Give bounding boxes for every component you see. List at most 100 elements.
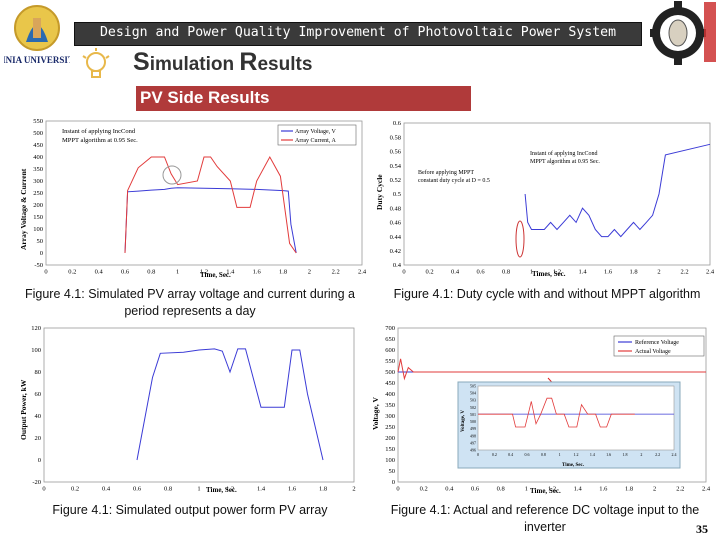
chart3-xtick: 0.6 [133, 486, 142, 493]
chart4-xtick: 1.6 [599, 486, 608, 493]
chart4-ylabel: Voltage, V [371, 396, 380, 430]
section-header-bar [136, 86, 471, 111]
chart4-xtick: 0.6 [471, 486, 480, 493]
chart4-xtick: 0.4 [445, 486, 454, 493]
chart1-ytick: 50 [37, 238, 44, 245]
chart3-xtick: 1 [197, 486, 200, 493]
chart4-legend-reference: Reference Voltage [635, 339, 679, 346]
chart4-xtick: 0 [396, 486, 399, 493]
chart2-xtick: 2 [657, 269, 660, 276]
chart4-inset-xlabel: Time, Sec. [562, 463, 585, 468]
chart4-inset-xtick: 1.4 [590, 452, 595, 457]
chart4-inset-xtick: 0.6 [525, 452, 530, 457]
chart2-annotation-a-line2: MPPT algorithm at 0.95 Sec. [530, 159, 600, 165]
chart3-ytick: 40 [35, 413, 42, 420]
chart4-inset-ytick: 503 [470, 398, 476, 403]
chart1-ytick: 300 [33, 178, 43, 185]
chart1-xtick: 1.8 [279, 269, 287, 276]
chart2-ytick: 0.48 [390, 205, 401, 212]
chart1-xtick: 0.2 [68, 269, 76, 276]
chart1-ytick: 100 [33, 226, 43, 233]
chart4-xtick: 1 [525, 486, 528, 493]
chart4-xtick: 2.4 [702, 486, 711, 493]
chart1-axes [45, 120, 363, 266]
title-banner [74, 22, 642, 46]
chart3-xtick: 2 [352, 486, 355, 493]
presentation-title: Design and Power Quality Improvement of … [99, 25, 617, 40]
chart2-xtick: 0 [402, 269, 405, 276]
chart4-inset-xtick: 0.2 [492, 452, 497, 457]
chart2-xtick: 0.6 [476, 269, 485, 276]
chart4-xtick: 1.8 [625, 486, 633, 493]
chart4-inset-xtick: 1.6 [606, 452, 611, 457]
chart2-xtick: 1.2 [553, 269, 561, 276]
chart3-xtick: 0 [42, 486, 45, 493]
chart1-ytick: 450 [33, 142, 43, 149]
chart1-xtick: 0 [44, 269, 47, 276]
chart-pv-voltage-current: 0 0.2 0.4 0.6 0.8 1 1.2 1.4 1.6 1.8 2 2.2 2.4-500501… [19, 118, 367, 279]
chart1-annotation-line1: Instant of applying IncCond [62, 128, 136, 135]
chart1-xtick: 0.6 [121, 269, 130, 276]
chart1-xtick: 0.8 [147, 269, 155, 276]
chart2-annotation-a-line1: Instant of applying IncCond [530, 150, 598, 157]
slide-subtitle: Simulation Results [133, 48, 312, 77]
chart2-ytick: 0.42 [390, 248, 401, 255]
chart4-inset-xtick: 1.8 [623, 452, 628, 457]
page-number: 35 [696, 522, 708, 536]
chart4-xtick: 0.8 [497, 486, 505, 493]
figure2-caption: Figure 4.1: Duty cycle with and without … [393, 287, 701, 301]
chart2-xtick: 1 [530, 269, 533, 276]
chart3-xlabel: Time, Sec. [206, 486, 237, 494]
chart4-inset-ytick: 499 [470, 426, 476, 431]
subtitle-initial-r: R [239, 48, 258, 76]
chart4-ytick: 700 [385, 325, 395, 332]
chart4-xtick: 0.2 [420, 486, 428, 493]
chart3-xtick: 1.2 [226, 486, 234, 493]
chart2-xtick: 0.2 [425, 269, 433, 276]
chart2-annotation-b-line1: Before applying MPPT [418, 169, 474, 176]
chart1-ytick: 550 [33, 118, 43, 125]
chart4-ytick: 650 [385, 336, 395, 343]
chart4-inset-xtick: 0 [477, 452, 479, 457]
chart1-xtick: 1.4 [226, 269, 235, 276]
chart4-xtick: 1.4 [574, 486, 583, 493]
chart4-ytick: 600 [385, 347, 395, 354]
chart1-xtick: 0.4 [95, 269, 104, 276]
chart2-annotation-b-line2: constant duty cycle at D = 0.5 [418, 178, 490, 184]
chart4-inset-xtick: 1 [559, 452, 561, 457]
university-logo: MINIA UNIVERSITY [0, 2, 81, 68]
chart3-ytick: 20 [35, 435, 42, 442]
chart1-ytick: 0 [40, 250, 43, 257]
chart3-ytick: 80 [35, 369, 42, 376]
chart4-inset-xtick: 2.2 [655, 452, 660, 457]
chart4-xlabel: Time, Sec. [530, 487, 561, 495]
chart2-ytick: 0.58 [390, 134, 401, 141]
subtitle-word-1: imulation [149, 54, 240, 75]
chart1-xtick: 2.4 [358, 269, 367, 276]
chart1-xtick: 2.2 [332, 269, 340, 276]
chart4-ytick: 450 [385, 380, 395, 387]
chart1-ytick: 150 [33, 214, 43, 221]
chart4-ytick: 550 [385, 358, 395, 365]
chart3-ytick: 100 [31, 347, 41, 354]
figure4-caption: Figure 4.1: Actual and reference DC volt… [390, 503, 700, 534]
chart2-ytick: 0.44 [390, 234, 402, 241]
chart4-inset-xtick: 2 [640, 452, 642, 457]
chart1-series-1 [124, 187, 297, 254]
chart1-legend: Array Voltage, V Array Current, A [277, 124, 357, 146]
chart4-xtick: 2.2 [676, 486, 684, 493]
chart1-xtick: 1 [176, 269, 179, 276]
chart4-legend-actual: Actual Voltage [635, 349, 671, 355]
chart2-ytick: 0.46 [390, 220, 402, 227]
chart1-ytick: 200 [33, 202, 43, 209]
chart4-legend: Reference Voltage Actual Voltage [613, 335, 705, 357]
chart4-inset-ytick: 502 [470, 405, 476, 410]
chart1-series-2 [124, 155, 297, 254]
chart2-xtick: 1.4 [578, 269, 587, 276]
lightbulb-icon [80, 48, 112, 84]
chart4-inset-ylabel: Voltage, V [461, 410, 466, 432]
chart1-ylabel: Array Voltage & Current [19, 168, 28, 250]
faculty-gear-logo [648, 0, 718, 66]
chart4-ytick: 200 [385, 435, 395, 442]
chart4-inset-ytick: 504 [470, 391, 476, 396]
